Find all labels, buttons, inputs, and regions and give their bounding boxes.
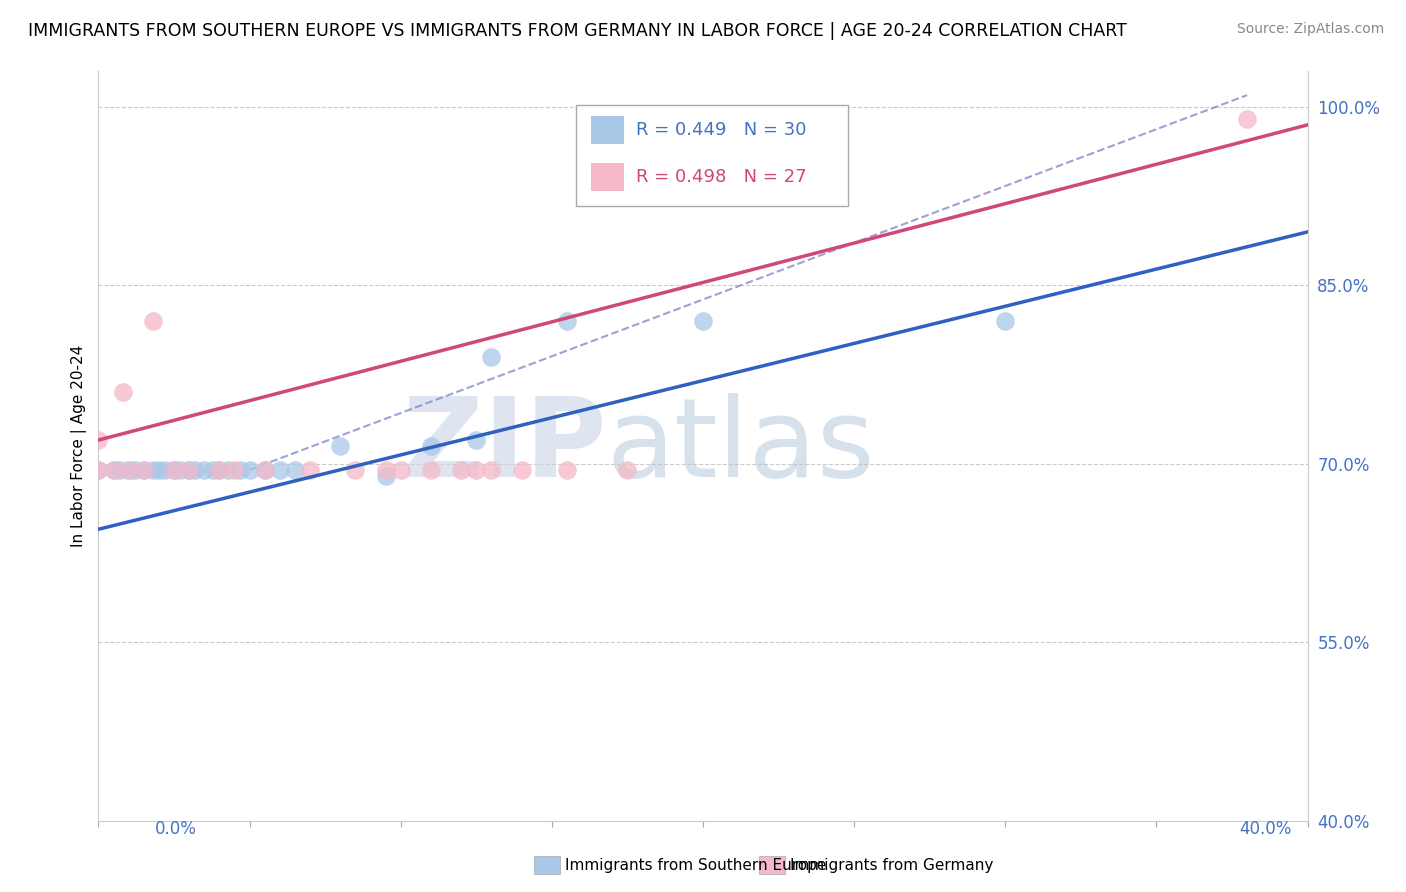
Point xyxy=(374,463,396,477)
Point xyxy=(692,314,714,328)
Text: R = 0.449   N = 30: R = 0.449 N = 30 xyxy=(637,120,807,139)
Point xyxy=(465,433,488,447)
Point xyxy=(103,463,125,477)
Point xyxy=(1236,112,1258,126)
Point xyxy=(208,463,231,477)
Point xyxy=(153,463,176,477)
Text: ZIP: ZIP xyxy=(404,392,606,500)
Point xyxy=(111,385,134,400)
Text: IMMIGRANTS FROM SOUTHERN EUROPE VS IMMIGRANTS FROM GERMANY IN LABOR FORCE | AGE : IMMIGRANTS FROM SOUTHERN EUROPE VS IMMIG… xyxy=(28,22,1128,40)
Point xyxy=(124,463,146,477)
Point xyxy=(555,314,578,328)
Point xyxy=(616,463,638,477)
Point xyxy=(103,463,125,477)
Text: R = 0.498   N = 27: R = 0.498 N = 27 xyxy=(637,168,807,186)
Point xyxy=(253,463,276,477)
Point xyxy=(193,463,215,477)
Point xyxy=(142,314,165,328)
Point xyxy=(481,350,503,364)
Point xyxy=(142,463,165,477)
Point xyxy=(179,463,201,477)
Text: Immigrants from Germany: Immigrants from Germany xyxy=(790,858,994,872)
Point xyxy=(344,463,367,477)
Point xyxy=(132,463,155,477)
FancyBboxPatch shape xyxy=(576,105,848,206)
Point xyxy=(132,463,155,477)
Point xyxy=(239,463,262,477)
Point xyxy=(420,463,443,477)
Point xyxy=(87,463,110,477)
Point xyxy=(148,463,170,477)
Point xyxy=(994,314,1017,328)
Point xyxy=(202,463,225,477)
Text: Immigrants from Southern Europe: Immigrants from Southern Europe xyxy=(565,858,827,872)
Text: 40.0%: 40.0% xyxy=(1239,820,1292,838)
Point xyxy=(208,463,231,477)
Point xyxy=(229,463,252,477)
Point xyxy=(299,463,322,477)
Text: Source: ZipAtlas.com: Source: ZipAtlas.com xyxy=(1237,22,1385,37)
Bar xyxy=(591,116,624,144)
Point xyxy=(118,463,141,477)
Point xyxy=(163,463,186,477)
Point xyxy=(374,468,396,483)
Point xyxy=(169,463,191,477)
Text: atlas: atlas xyxy=(606,392,875,500)
Point xyxy=(284,463,307,477)
Point xyxy=(253,463,276,477)
Y-axis label: In Labor Force | Age 20-24: In Labor Force | Age 20-24 xyxy=(72,345,87,547)
Point xyxy=(179,463,201,477)
Point xyxy=(108,463,131,477)
Point xyxy=(329,439,352,453)
Point xyxy=(87,433,110,447)
Point xyxy=(217,463,239,477)
Point xyxy=(163,463,186,477)
Point xyxy=(420,439,443,453)
Point xyxy=(87,463,110,477)
Bar xyxy=(591,162,624,191)
Point xyxy=(510,463,533,477)
Point xyxy=(465,463,488,477)
Point xyxy=(118,463,141,477)
Point xyxy=(389,463,412,477)
Point xyxy=(555,463,578,477)
Text: 0.0%: 0.0% xyxy=(155,820,197,838)
Point xyxy=(224,463,246,477)
Point xyxy=(269,463,291,477)
Point xyxy=(184,463,207,477)
Point xyxy=(450,463,472,477)
Point xyxy=(481,463,503,477)
